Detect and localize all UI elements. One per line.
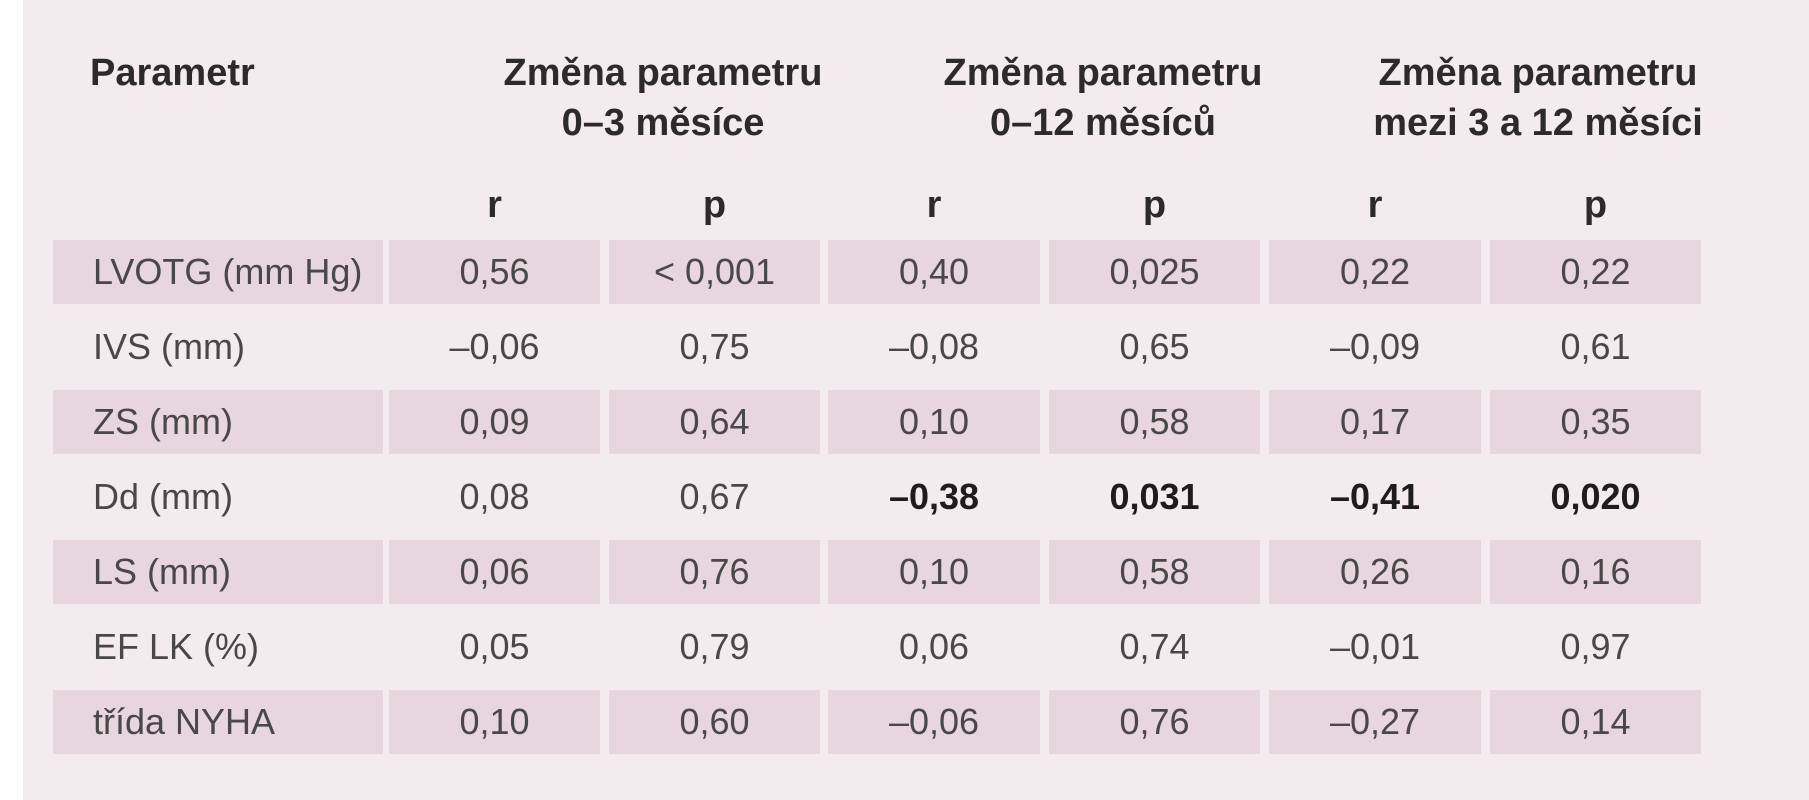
table-cell-p-3-12: 0,16 xyxy=(1490,540,1701,604)
table-cell-p-3-12: 0,35 xyxy=(1490,390,1701,454)
table-cell-p-3-12: 0,020 xyxy=(1550,476,1641,517)
table-panel: Parametr Změna parametru 0–3 měsíce Změn… xyxy=(23,0,1809,800)
table-cell-r-0-12: 0,06 xyxy=(898,626,970,667)
subheader-r-0-3: r xyxy=(487,184,502,226)
row-label: ZS (mm) xyxy=(53,390,383,454)
table-cell-p-3-12: 0,61 xyxy=(1560,326,1631,367)
table-cell-r-0-12: –0,06 xyxy=(828,690,1040,754)
subheader-p-0-12: p xyxy=(1142,184,1167,226)
header-parametr: Parametr xyxy=(90,52,255,94)
table-cell-r-0-3: 0,10 xyxy=(389,690,600,754)
row-label: EF LK (%) xyxy=(93,626,260,667)
table-cell-p-3-12: 0,14 xyxy=(1490,690,1701,754)
table-cell-r-3-12: –0,27 xyxy=(1269,690,1481,754)
table-cell-r-0-12: 0,10 xyxy=(828,540,1040,604)
subheader-r-0-12: r xyxy=(926,184,942,226)
table-cell-p-3-12: 0,22 xyxy=(1490,240,1701,304)
table-cell-r-3-12: –0,09 xyxy=(1329,326,1421,367)
header-group-0-3: Změna parametru 0–3 měsíce xyxy=(503,52,823,144)
table-cell-r-0-3: 0,08 xyxy=(459,476,530,517)
header-group-3-12: Změna parametru mezi 3 a 12 měsíci xyxy=(1373,52,1703,144)
table-cell-r-3-12: –0,41 xyxy=(1329,476,1421,517)
table-cell-p-0-3: 0,79 xyxy=(679,626,750,667)
row-label: LS (mm) xyxy=(53,540,383,604)
table-cell-p-0-3: 0,76 xyxy=(609,540,820,604)
table-cell-p-0-12: 0,58 xyxy=(1049,540,1260,604)
table-cell-p-0-3: 0,64 xyxy=(609,390,820,454)
table-cell-r-0-12: 0,40 xyxy=(828,240,1040,304)
subheader-r-3-12: r xyxy=(1367,184,1383,226)
table-cell-p-0-3: 0,60 xyxy=(609,690,820,754)
header-group-0-12: Změna parametru 0–12 měsíců xyxy=(943,52,1263,144)
row-label: Dd (mm) xyxy=(93,476,233,517)
table-cell-p-0-12: 0,025 xyxy=(1049,240,1260,304)
row-label: IVS (mm) xyxy=(93,326,245,367)
table-cell-r-0-12: 0,10 xyxy=(828,390,1040,454)
table-cell-r-3-12: 0,22 xyxy=(1269,240,1481,304)
table-cell-p-0-12: 0,76 xyxy=(1049,690,1260,754)
row-label: třída NYHA xyxy=(53,690,383,754)
table-cell-p-0-12: 0,65 xyxy=(1119,326,1190,367)
table-cell-p-0-12: 0,58 xyxy=(1049,390,1260,454)
table-cell-r-0-3: 0,56 xyxy=(389,240,600,304)
table-cell-p-3-12: 0,97 xyxy=(1560,626,1631,667)
table-cell-r-3-12: –0,01 xyxy=(1329,626,1421,667)
table-cell-r-0-3: 0,05 xyxy=(459,626,530,667)
subheader-p-3-12: p xyxy=(1583,184,1608,226)
table-cell-r-0-3: 0,06 xyxy=(389,540,600,604)
row-label: LVOTG (mm Hg) xyxy=(53,240,383,304)
table-cell-p-0-3: < 0,001 xyxy=(609,240,820,304)
table-cell-r-3-12: 0,26 xyxy=(1269,540,1481,604)
table-cell-p-0-3: 0,75 xyxy=(679,326,750,367)
table-cell-r-0-3: –0,06 xyxy=(449,326,540,367)
table-cell-p-0-12: 0,031 xyxy=(1109,476,1200,517)
table-cell-r-3-12: 0,17 xyxy=(1269,390,1481,454)
table-cell-r-0-12: –0,08 xyxy=(888,326,980,367)
table-cell-r-0-3: 0,09 xyxy=(389,390,600,454)
subheader-p-0-3: p xyxy=(702,184,727,226)
table-cell-p-0-3: 0,67 xyxy=(679,476,750,517)
table-cell-p-0-12: 0,74 xyxy=(1119,626,1190,667)
table-cell-r-0-12: –0,38 xyxy=(888,476,980,517)
